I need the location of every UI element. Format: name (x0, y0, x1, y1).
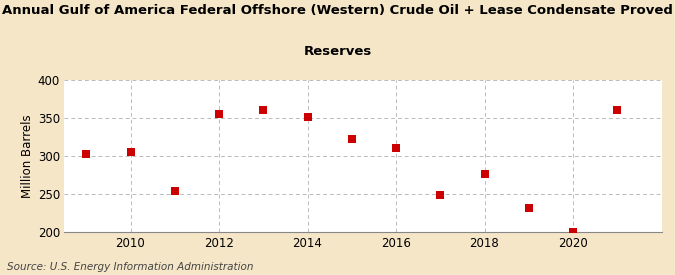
Point (258, 108, 269, 112)
Text: Source: U.S. Energy Information Administration: Source: U.S. Energy Information Administ… (7, 262, 253, 272)
Text: Annual Gulf of America Federal Offshore (Western) Crude Oil + Lease Condensate P: Annual Gulf of America Federal Offshore … (2, 4, 673, 17)
Point (125, 150, 136, 155)
Point (81, 152, 92, 156)
Point (346, 137, 357, 141)
Point (479, 172, 490, 177)
Point (523, 206, 534, 210)
Point (391, 146, 402, 151)
Point (302, 115, 313, 119)
Point (169, 189, 180, 193)
Text: Reserves: Reserves (303, 45, 372, 58)
Point (213, 112, 224, 116)
Y-axis label: Million Barrels: Million Barrels (20, 114, 34, 198)
Point (568, 229, 578, 234)
Point (435, 193, 446, 197)
Point (612, 107, 622, 112)
